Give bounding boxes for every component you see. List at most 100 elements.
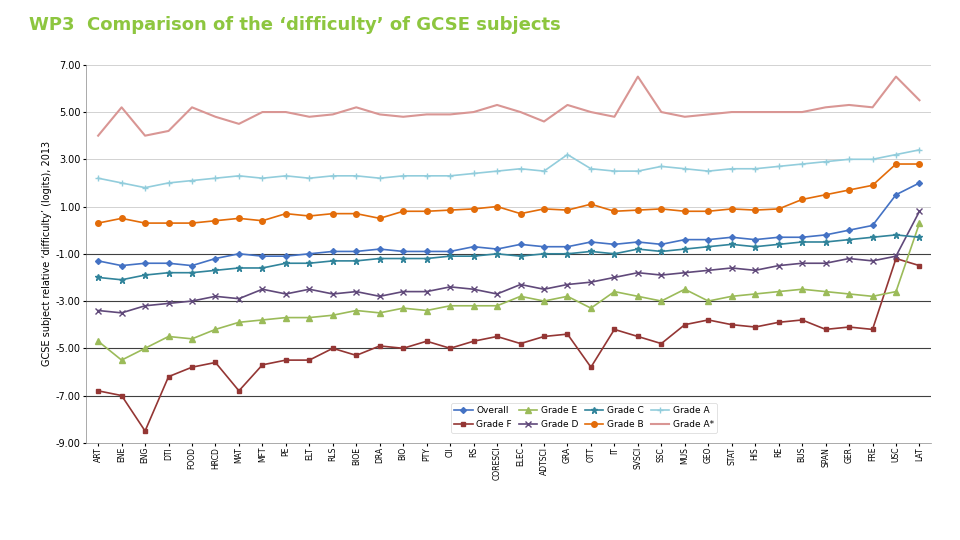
Grade D — [843, 255, 854, 262]
Overall — [92, 258, 104, 264]
Grade E — [327, 312, 339, 319]
Grade E — [679, 286, 690, 293]
Line: Grade B: Grade B — [95, 161, 923, 226]
Grade C — [703, 244, 714, 250]
Grade E — [843, 291, 854, 297]
Grade A — [139, 185, 151, 191]
Grade B — [797, 196, 808, 202]
Text: WP3  Comparison of the ‘difficulty’ of GCSE subjects: WP3 Comparison of the ‘difficulty’ of GC… — [29, 16, 561, 34]
Grade A — [303, 175, 315, 181]
Grade E — [139, 345, 151, 352]
Grade E — [163, 333, 175, 340]
Grade B — [256, 218, 268, 224]
Grade A* — [539, 118, 550, 125]
Grade C — [797, 239, 808, 245]
Grade A — [515, 165, 526, 172]
Grade C — [679, 246, 690, 252]
Grade A* — [374, 111, 386, 118]
Grade C — [750, 244, 761, 250]
Overall — [843, 227, 854, 233]
Grade F — [233, 388, 245, 394]
Grade D — [890, 253, 901, 259]
Grade A — [280, 173, 292, 179]
Grade D — [914, 208, 925, 214]
Grade A* — [420, 111, 432, 118]
Grade E — [209, 326, 221, 333]
Grade B — [539, 206, 550, 212]
Grade C — [492, 251, 503, 257]
Grade D — [444, 284, 456, 290]
Grade E — [397, 305, 409, 312]
Grade D — [350, 288, 362, 295]
Grade F — [303, 357, 315, 363]
Grade E — [773, 288, 784, 295]
Overall — [890, 192, 901, 198]
Grade E — [350, 307, 362, 314]
Grade D — [139, 302, 151, 309]
Grade B — [679, 208, 690, 214]
Grade A* — [444, 111, 456, 118]
Grade C — [256, 265, 268, 271]
Grade A — [586, 165, 597, 172]
Grade E — [656, 298, 667, 305]
Grade A — [256, 175, 268, 181]
Grade F — [397, 345, 409, 352]
Grade F — [539, 333, 550, 340]
Grade B — [374, 215, 386, 221]
Line: Grade F: Grade F — [96, 256, 922, 433]
Grade A — [397, 173, 409, 179]
Grade F — [843, 324, 854, 330]
Overall — [186, 262, 198, 269]
Grade D — [163, 300, 175, 307]
Grade A* — [586, 109, 597, 116]
Grade B — [515, 211, 526, 217]
Grade A* — [679, 113, 690, 120]
Grade A — [92, 175, 104, 181]
Grade A — [679, 165, 690, 172]
Grade F — [914, 262, 925, 269]
Grade A* — [139, 132, 151, 139]
Overall — [468, 244, 479, 250]
Grade D — [609, 274, 620, 281]
Grade E — [797, 286, 808, 293]
Grade D — [632, 269, 643, 276]
Grade C — [374, 255, 386, 262]
Grade E — [820, 288, 831, 295]
Grade B — [773, 206, 784, 212]
Grade E — [186, 335, 198, 342]
Grade B — [843, 187, 854, 193]
Grade E — [586, 305, 597, 312]
Grade A* — [750, 109, 761, 116]
Grade C — [539, 251, 550, 257]
Grade D — [539, 286, 550, 293]
Grade E — [492, 302, 503, 309]
Grade A* — [397, 113, 409, 120]
Grade C — [327, 258, 339, 264]
Line: Grade C: Grade C — [95, 232, 923, 284]
Overall — [562, 244, 573, 250]
Grade D — [420, 288, 432, 295]
Grade A* — [350, 104, 362, 111]
Grade F — [139, 428, 151, 434]
Grade D — [468, 286, 479, 293]
Grade A — [209, 175, 221, 181]
Grade C — [163, 269, 175, 276]
Grade F — [773, 319, 784, 326]
Grade D — [750, 267, 761, 274]
Grade E — [890, 288, 901, 295]
Grade D — [797, 260, 808, 266]
Overall — [914, 180, 925, 186]
Overall — [656, 241, 667, 247]
Grade B — [492, 203, 503, 210]
Grade E — [444, 302, 456, 309]
Grade B — [116, 215, 128, 221]
Overall — [492, 246, 503, 252]
Grade F — [562, 331, 573, 338]
Grade B — [92, 220, 104, 226]
Grade C — [444, 253, 456, 259]
Grade B — [303, 213, 315, 219]
Grade A* — [609, 113, 620, 120]
Grade F — [186, 364, 198, 370]
Grade A* — [468, 109, 479, 116]
Grade E — [468, 302, 479, 309]
